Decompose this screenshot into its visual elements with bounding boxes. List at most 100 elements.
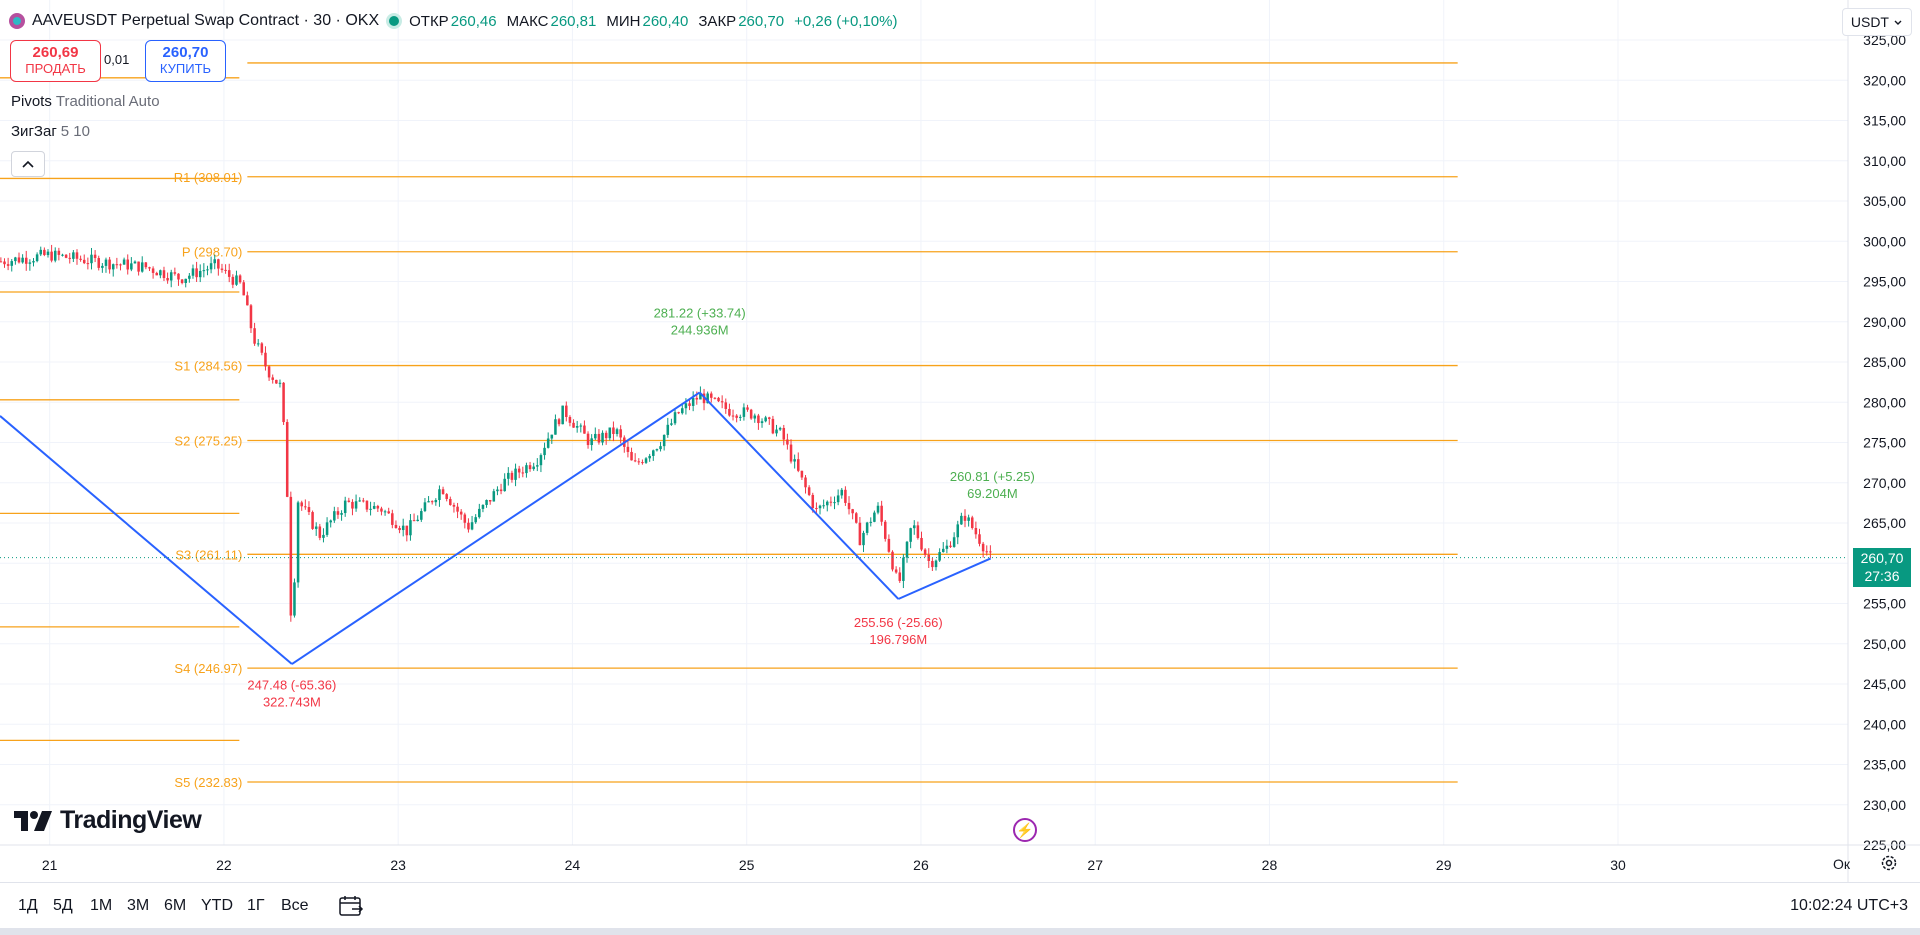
candle-body <box>862 532 865 546</box>
range-button-1m[interactable]: 1М <box>90 897 113 914</box>
candle-body <box>949 545 952 547</box>
candle-body <box>778 427 782 430</box>
candle-body <box>184 278 187 284</box>
candle-body <box>28 262 32 264</box>
candle-body <box>57 250 61 255</box>
high-label: МАКС <box>506 12 549 30</box>
range-button-ytd[interactable]: YTD <box>201 897 233 914</box>
candle-body <box>329 520 332 523</box>
sell-button[interactable]: 260,69 ПРОДАТЬ <box>10 40 101 82</box>
clock-readout[interactable]: 10:02:24 UTC+3 <box>1790 897 1908 914</box>
pivot-label: P (298.70) <box>182 245 242 260</box>
close-value: 260,70 <box>738 12 785 30</box>
range-button-5d[interactable]: 5Д <box>53 897 73 914</box>
candle-body <box>405 525 409 536</box>
range-button-6m[interactable]: 6М <box>164 897 187 914</box>
candle-body <box>173 272 177 274</box>
candle-body <box>691 397 695 406</box>
price-tick-label: 315,00 <box>1863 113 1906 129</box>
candle-body <box>811 494 815 509</box>
candle-body <box>267 366 271 378</box>
candle-body <box>659 446 662 450</box>
candle-body <box>478 508 481 518</box>
candle-body <box>974 527 978 535</box>
candle-body <box>278 382 282 384</box>
lightning-icon[interactable]: ⚡ <box>1013 818 1037 842</box>
candle-body <box>289 496 293 616</box>
candle-body <box>224 269 227 271</box>
buy-button[interactable]: 260,70 КУПИТЬ <box>145 40 226 82</box>
gear-icon[interactable] <box>1880 854 1898 872</box>
sell-label: ПРОДАТЬ <box>25 61 86 76</box>
range-button-1y[interactable]: 1Г <box>247 897 265 914</box>
candle-body <box>536 465 539 467</box>
candle-body <box>6 264 10 266</box>
candle-body <box>380 508 383 512</box>
price-tick-label: 265,00 <box>1863 515 1906 531</box>
candle-body <box>492 491 496 502</box>
candle-body <box>517 468 521 473</box>
time-axis[interactable]: 21 22 23 24 25 26 27 28 29 30 <box>0 844 1920 873</box>
candle-body <box>688 403 691 406</box>
candle-body <box>119 264 122 266</box>
candle-body <box>648 455 651 459</box>
candle-body <box>985 551 989 553</box>
candle-body <box>981 543 985 552</box>
candle-body <box>249 305 253 329</box>
range-button-all[interactable]: Все <box>281 897 309 914</box>
zigzag-label-value: 260.81 (+5.25) <box>950 469 1035 484</box>
last-price-value: 260,70 <box>1860 550 1904 566</box>
currency-select[interactable]: USDT <box>1841 8 1912 36</box>
time-tick-label: 25 <box>739 857 755 873</box>
candle-body <box>963 515 967 521</box>
candle-body <box>902 557 905 581</box>
tradingview-logo[interactable]: TradingView <box>14 806 202 835</box>
candle-body <box>637 461 641 463</box>
candle-body <box>970 517 974 528</box>
indicator-params: Traditional Auto <box>55 93 160 110</box>
candle-body <box>898 572 902 581</box>
candle-body <box>296 502 300 583</box>
candle-body <box>318 526 322 538</box>
candle-body <box>833 502 836 504</box>
candle-body <box>311 512 314 529</box>
collapse-legend-button[interactable] <box>11 151 45 177</box>
candle-body <box>782 427 786 440</box>
price-axis[interactable]: 225,00230,00235,00240,00245,00250,00255,… <box>1847 0 1920 882</box>
candle-body <box>854 513 858 523</box>
candle-body <box>978 534 981 544</box>
candle-body <box>307 507 311 513</box>
range-button-1d[interactable]: 1Д <box>18 897 38 914</box>
candles <box>0 244 992 622</box>
candle-body <box>931 560 934 568</box>
candle-body <box>742 407 746 417</box>
symbol-header: AAVEUSDT Perpetual Swap Contract · 30 · … <box>8 8 897 34</box>
candle-body <box>231 276 235 285</box>
candle-body <box>728 408 731 416</box>
candle-body <box>880 505 883 522</box>
candle-body <box>612 427 615 435</box>
indicator-zigzag[interactable]: ЗигЗаг 5 10 <box>11 123 90 140</box>
tradingview-logo-icon <box>14 810 52 831</box>
price-tick-label: 325,00 <box>1863 32 1906 48</box>
candle-body <box>644 458 648 463</box>
candle-body <box>358 500 361 502</box>
range-button-3m[interactable]: 3М <box>127 897 150 914</box>
candle-body <box>420 511 423 520</box>
indicator-pivots[interactable]: Pivots Traditional Auto <box>11 93 160 110</box>
candle-body <box>731 415 735 417</box>
low-label: МИН <box>606 12 641 30</box>
candle-body <box>213 259 216 264</box>
candle-body <box>615 429 619 435</box>
pivot-label: S4 (246.97) <box>174 661 242 676</box>
symbol-title[interactable]: AAVEUSDT Perpetual Swap Contract · 30 · … <box>32 12 380 29</box>
market-status-icon <box>389 16 400 26</box>
price-tick-label: 245,00 <box>1863 676 1906 692</box>
candle-body <box>253 328 256 344</box>
candle-body <box>140 262 144 272</box>
time-tick-label: 27 <box>1087 857 1103 873</box>
buy-label: КУПИТЬ <box>159 61 212 76</box>
date-range-icon[interactable] <box>338 895 364 917</box>
time-tick-label: 30 <box>1610 857 1626 873</box>
